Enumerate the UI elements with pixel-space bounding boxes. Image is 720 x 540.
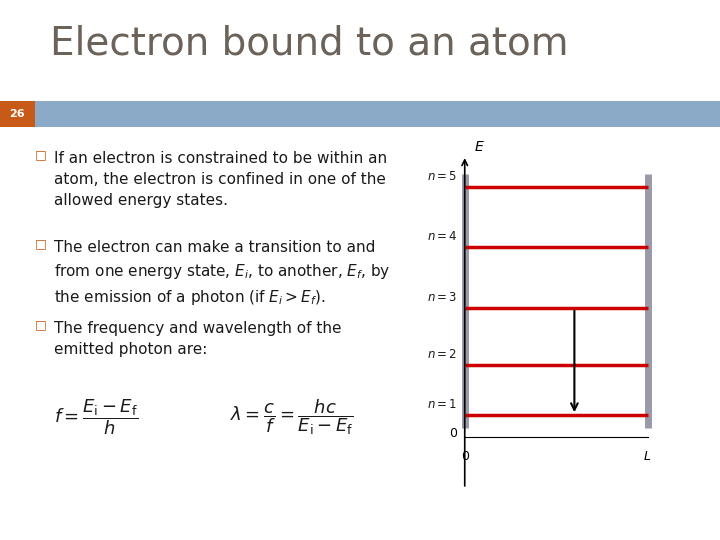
Text: $n = 4$: $n = 4$	[427, 231, 457, 244]
Text: $E$: $E$	[474, 140, 485, 153]
Text: □: □	[35, 148, 47, 161]
Text: $n = 2$: $n = 2$	[427, 348, 457, 361]
Bar	[0, 101, 35, 127]
Bar	[0, 101, 720, 127]
Text: Electron bound to an atom: Electron bound to an atom	[50, 24, 569, 62]
Text: □: □	[35, 319, 47, 332]
Text: $n = 3$: $n = 3$	[427, 291, 457, 304]
Text: $L$: $L$	[644, 450, 652, 463]
Text: If an electron is constrained to be within an
atom, the electron is confined in : If an electron is constrained to be with…	[54, 151, 387, 208]
Text: $n = 5$: $n = 5$	[427, 170, 457, 183]
Text: $\lambda = \dfrac{c}{f} = \dfrac{hc}{E_{\rm i} - E_{\rm f}}$: $\lambda = \dfrac{c}{f} = \dfrac{hc}{E_{…	[230, 397, 354, 436]
Text: □: □	[35, 238, 47, 251]
Text: $f = \dfrac{E_{\rm i} - E_{\rm f}}{h}$: $f = \dfrac{E_{\rm i} - E_{\rm f}}{h}$	[54, 397, 138, 436]
Text: The frequency and wavelength of the
emitted photon are:: The frequency and wavelength of the emit…	[54, 321, 341, 357]
Text: 0: 0	[461, 450, 469, 463]
Text: 26: 26	[9, 109, 25, 119]
Text: 0: 0	[449, 427, 457, 440]
Text: $n = 1$: $n = 1$	[427, 398, 457, 411]
Text: The electron can make a transition to and
from one energy state, $E_i$, to anoth: The electron can make a transition to an…	[54, 240, 390, 307]
